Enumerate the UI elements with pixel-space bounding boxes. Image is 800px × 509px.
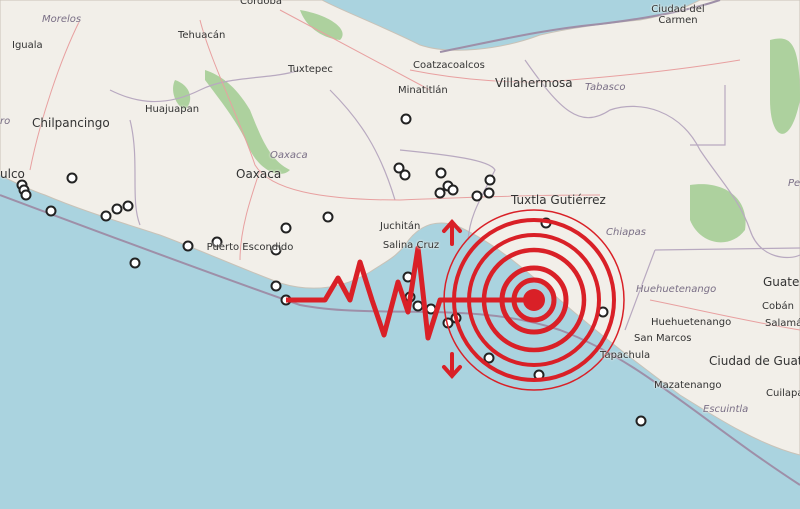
city-label: Huajuapan bbox=[145, 104, 200, 115]
city-label: Tapachula bbox=[600, 350, 651, 361]
city-label: Guate bbox=[763, 275, 800, 289]
city-label: Córdoba bbox=[240, 0, 282, 7]
earthquake-marker[interactable] bbox=[635, 415, 647, 427]
city-label: Morelos bbox=[42, 14, 82, 25]
city-label: Juchitán bbox=[380, 221, 421, 232]
earthquake-marker[interactable] bbox=[280, 222, 292, 234]
city-label: Puerto Escondido bbox=[206, 242, 294, 253]
city-label: ulco bbox=[0, 167, 25, 181]
earthquake-marker[interactable] bbox=[447, 184, 459, 196]
earthquake-marker[interactable] bbox=[483, 352, 495, 364]
city-label: Salamá bbox=[765, 318, 800, 329]
earthquake-epicenter-icon bbox=[443, 209, 625, 391]
city-label: Escuintla bbox=[703, 404, 749, 415]
earthquake-marker[interactable] bbox=[122, 200, 134, 212]
city-label: Tuxtla Gutiérrez bbox=[511, 193, 606, 207]
city-label: Iguala bbox=[12, 40, 43, 51]
earthquake-marker[interactable] bbox=[399, 169, 411, 181]
city-label: San Marcos bbox=[634, 333, 692, 344]
earthquake-marker[interactable] bbox=[400, 113, 412, 125]
earthquake-marker[interactable] bbox=[66, 172, 78, 184]
earthquake-markers bbox=[16, 113, 647, 427]
city-label: Chiapas bbox=[606, 227, 646, 238]
earthquake-marker[interactable] bbox=[270, 280, 282, 292]
coastal-lagoon bbox=[415, 228, 460, 244]
earthquake-marker[interactable] bbox=[412, 300, 424, 312]
city-label: Ciudad de Guaten bbox=[709, 354, 800, 368]
forest-areas bbox=[173, 10, 800, 243]
earthquake-marker[interactable] bbox=[483, 187, 495, 199]
city-label: Cobán bbox=[762, 301, 794, 312]
earthquake-marker[interactable] bbox=[434, 187, 446, 199]
earthquake-marker[interactable] bbox=[111, 203, 123, 215]
earthquake-marker[interactable] bbox=[129, 257, 141, 269]
earthquake-marker[interactable] bbox=[435, 167, 447, 179]
city-label: Huehuetenango bbox=[636, 284, 717, 295]
state-borders bbox=[109, 59, 800, 331]
earthquake-marker[interactable] bbox=[182, 240, 194, 252]
city-label: Chilpancingo bbox=[32, 116, 110, 130]
city-label: Huehuetenango bbox=[651, 317, 732, 328]
earthquake-marker[interactable] bbox=[45, 205, 57, 217]
earthquake-marker[interactable] bbox=[100, 210, 112, 222]
city-label: Villahermosa bbox=[495, 76, 573, 90]
gulf-border-line bbox=[439, 0, 721, 53]
city-label: Coatzacoalcos bbox=[413, 60, 485, 71]
earthquake-marker[interactable] bbox=[20, 189, 32, 201]
earthquake-marker[interactable] bbox=[211, 236, 223, 248]
city-label: Tuxtepec bbox=[288, 64, 333, 75]
seismograph-wave-icon bbox=[286, 245, 534, 341]
earthquake-marker[interactable] bbox=[322, 211, 334, 223]
city-label: Oaxaca bbox=[236, 167, 282, 181]
city-label: Pe bbox=[788, 178, 800, 189]
earthquake-marker[interactable] bbox=[471, 190, 483, 202]
city-label: Ciudad del Carmen bbox=[651, 4, 705, 26]
earthquake-marker[interactable] bbox=[484, 174, 496, 186]
city-label: Tabasco bbox=[585, 82, 626, 93]
arrow-down-icon bbox=[442, 352, 462, 380]
roads bbox=[29, 9, 800, 331]
city-label: Salina Cruz bbox=[382, 240, 440, 251]
arrow-up-icon bbox=[442, 218, 462, 246]
earthquake-marker[interactable] bbox=[393, 162, 405, 174]
city-label: Mazatenango bbox=[654, 380, 722, 391]
city-label: ro bbox=[0, 116, 11, 127]
earthquake-marker[interactable] bbox=[270, 244, 282, 256]
city-label: Cuilapa bbox=[766, 388, 800, 399]
city-label: Minatitlán bbox=[398, 85, 448, 96]
city-label: Oaxaca bbox=[270, 150, 308, 161]
city-label: Tehuacán bbox=[178, 30, 226, 41]
